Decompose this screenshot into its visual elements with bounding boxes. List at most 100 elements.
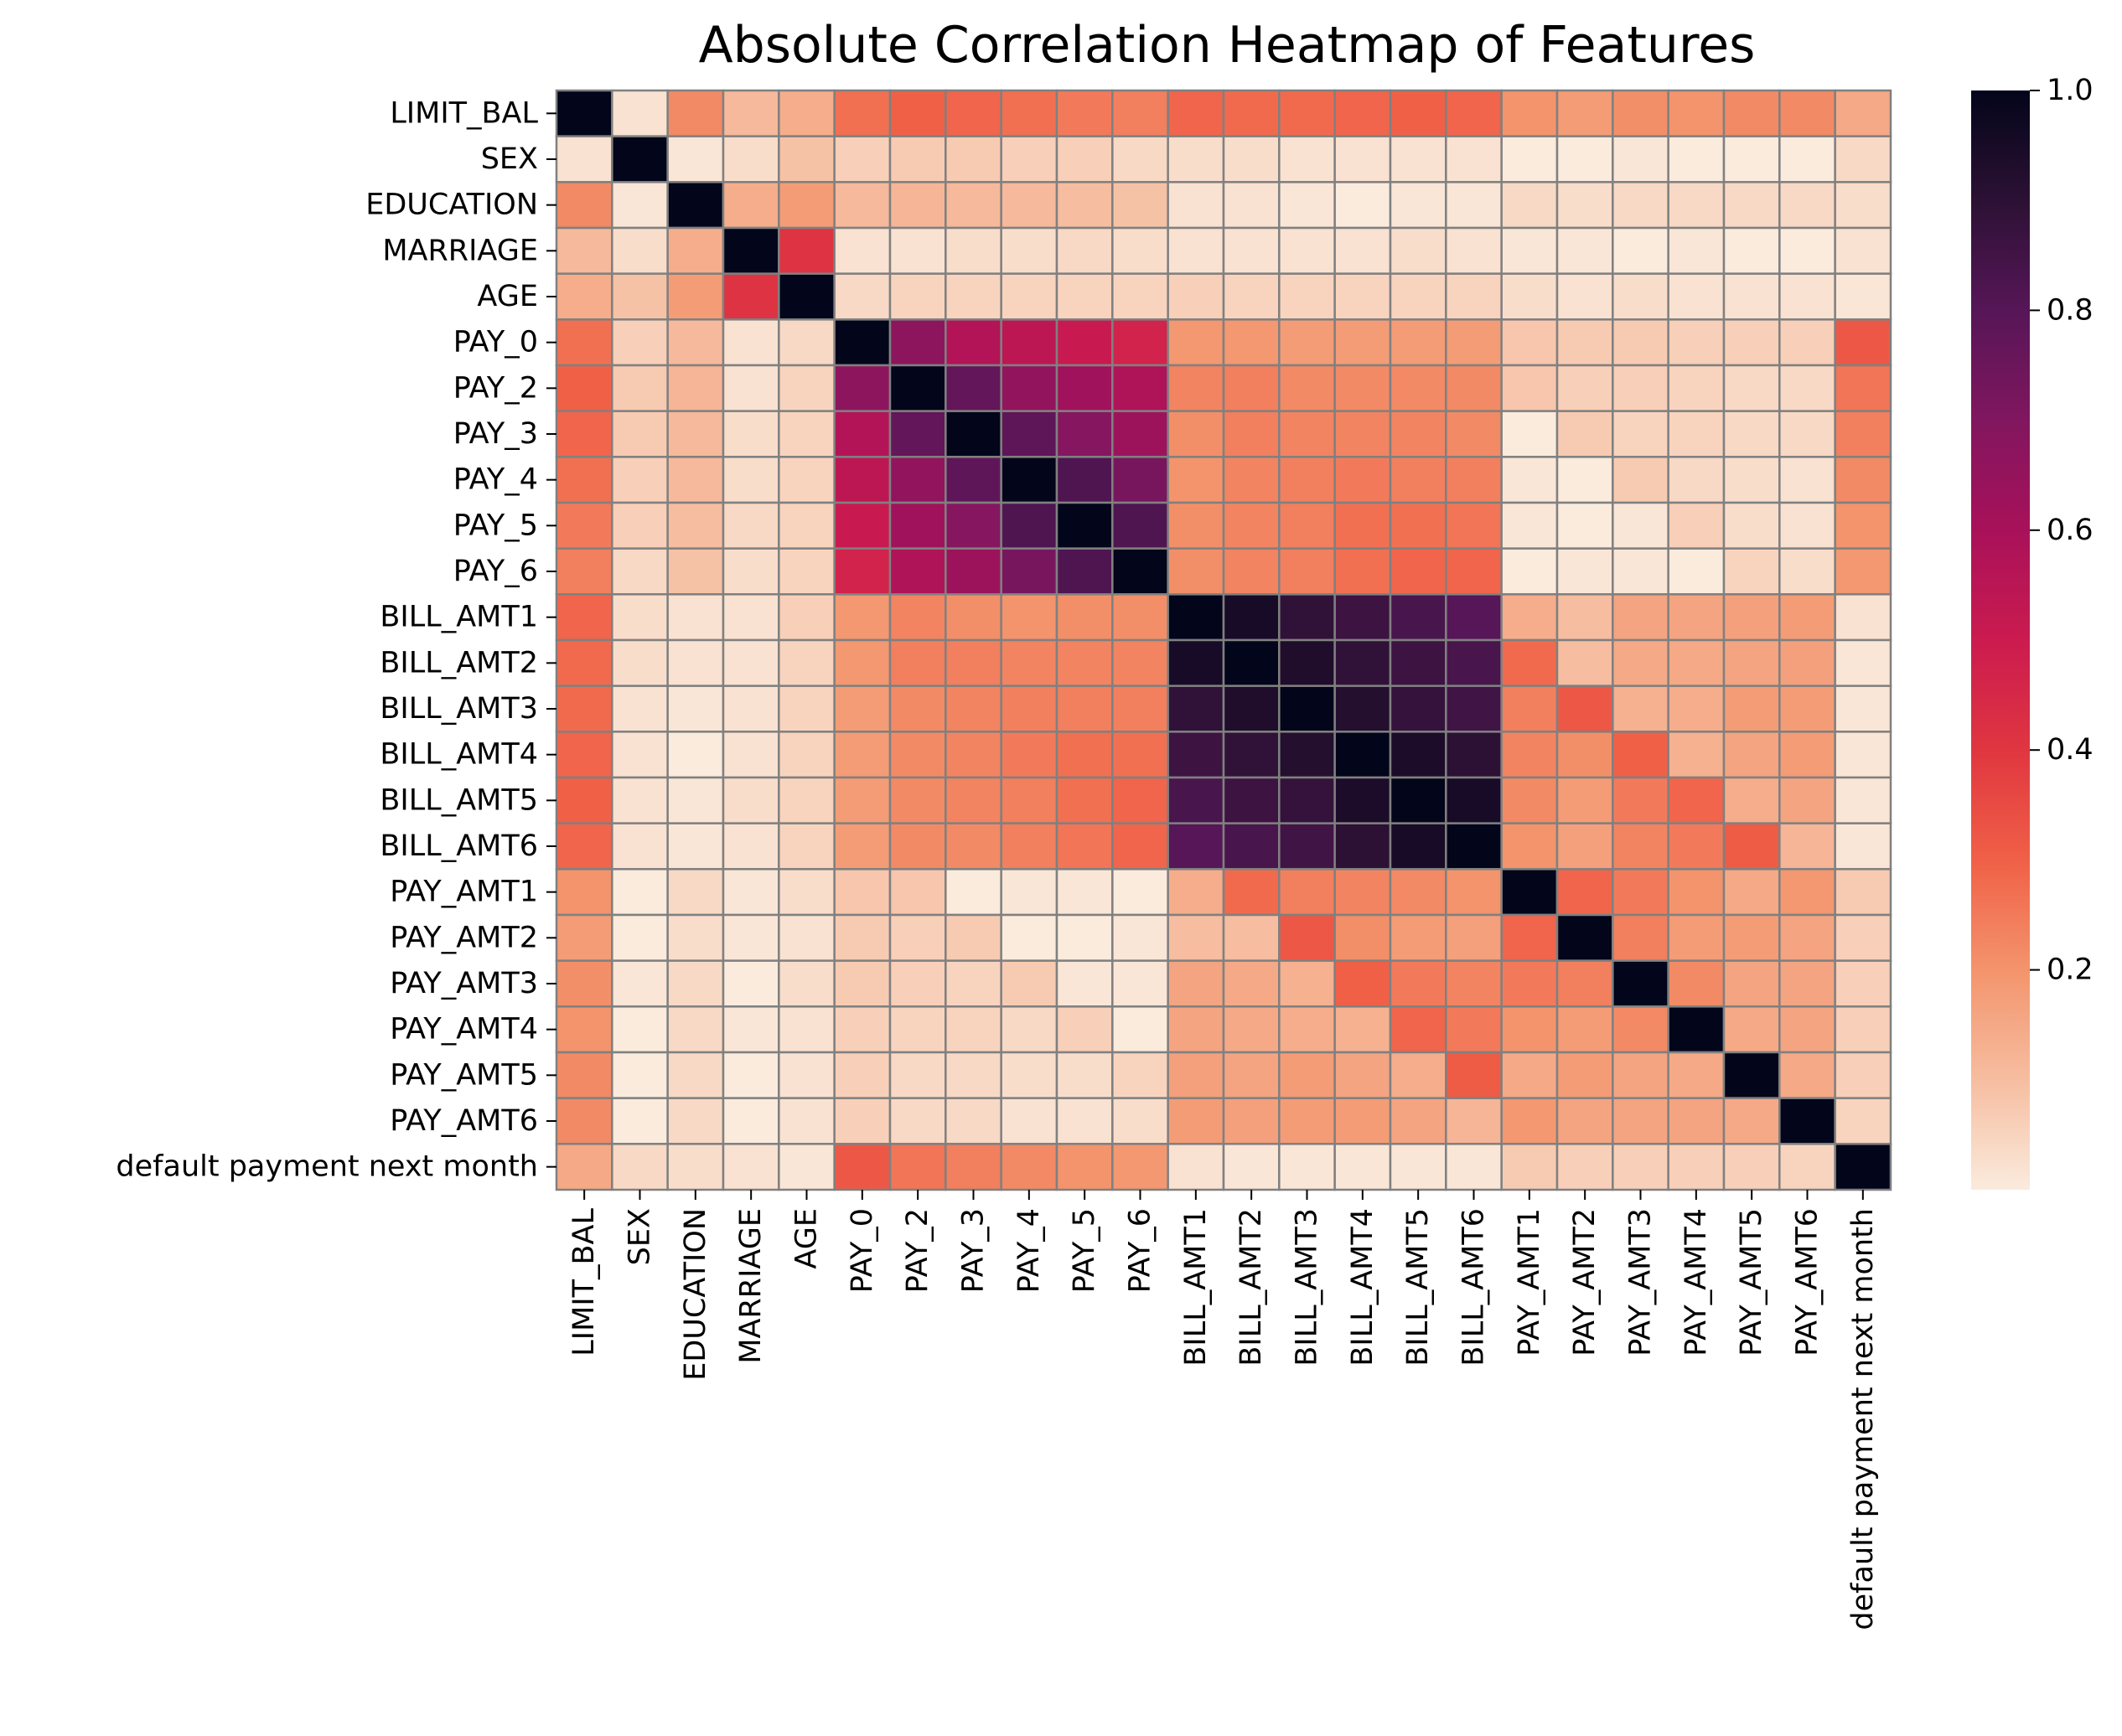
heatmap-cell-15-19 [1612, 776, 1669, 824]
heatmap-cell-9-18 [1555, 501, 1614, 550]
heatmap-cell-22-20 [1667, 1097, 1726, 1145]
heatmap-cell-20-6 [888, 1005, 947, 1054]
heatmap-cell-13-1 [611, 685, 669, 733]
heatmap-cell-21-1 [611, 1051, 669, 1099]
heatmap-cell-6-18 [1555, 364, 1614, 412]
heatmap-cell-5-7 [945, 318, 1002, 367]
heatmap-cell-8-21 [1722, 456, 1781, 504]
row-label: default payment next month [116, 1150, 538, 1184]
heatmap-cell-20-18 [1555, 1005, 1614, 1054]
heatmap-cell-16-11 [1167, 822, 1225, 871]
column-label: PAY_0 [846, 1208, 879, 1293]
heatmap-cell-6-9 [1055, 364, 1114, 412]
heatmap-cell-19-3 [722, 959, 780, 1008]
heatmap-cell-15-20 [1667, 776, 1726, 824]
heatmap-cell-12-14 [1333, 638, 1392, 687]
heatmap-cell-15-0 [555, 776, 613, 824]
heatmap-cell-7-10 [1111, 410, 1169, 458]
heatmap-cell-9-12 [1222, 501, 1281, 550]
heatmap-cell-18-4 [778, 913, 836, 962]
heatmap-cell-5-5 [833, 318, 892, 367]
heatmap-cell-1-9 [1055, 135, 1114, 183]
heatmap-cell-10-5 [833, 547, 892, 596]
heatmap-cell-23-2 [666, 1143, 725, 1191]
row-label: PAY_0 [453, 326, 538, 359]
heatmap-cell-3-16 [1445, 226, 1503, 275]
heatmap-cell-2-2 [666, 181, 725, 230]
heatmap-cell-0-15 [1389, 89, 1447, 137]
heatmap-cell-23-9 [1055, 1143, 1114, 1191]
heatmap-cell-9-6 [888, 501, 947, 550]
heatmap-cell-4-12 [1222, 272, 1281, 321]
heatmap-cell-12-15 [1389, 638, 1447, 687]
heatmap-cell-1-13 [1278, 135, 1336, 183]
heatmap-cell-20-15 [1389, 1005, 1447, 1054]
heatmap-cell-12-11 [1167, 638, 1225, 687]
heatmap-cell-20-14 [1333, 1005, 1392, 1054]
heatmap-cell-16-19 [1612, 822, 1669, 871]
heatmap-cell-7-12 [1222, 410, 1281, 458]
column-label: MARRIAGE [734, 1208, 768, 1364]
heatmap-cell-20-13 [1278, 1005, 1336, 1054]
heatmap-cell-0-19 [1612, 89, 1669, 137]
heatmap-cell-6-10 [1111, 364, 1169, 412]
heatmap-cell-11-11 [1167, 593, 1225, 642]
heatmap-cell-18-17 [1500, 913, 1559, 962]
heatmap-cell-15-22 [1778, 776, 1836, 824]
heatmap-cell-10-18 [1555, 547, 1614, 596]
column-label: default payment next month [1846, 1208, 1880, 1630]
heatmap-cell-4-13 [1278, 272, 1336, 321]
heatmap-cell-10-2 [666, 547, 725, 596]
heatmap-cell-22-4 [778, 1097, 836, 1145]
heatmap-cell-21-22 [1778, 1051, 1836, 1099]
heatmap-cell-9-2 [666, 501, 725, 550]
heatmap-cell-8-14 [1333, 456, 1392, 504]
heatmap-cell-2-6 [888, 181, 947, 230]
heatmap-cell-20-8 [1000, 1005, 1058, 1054]
heatmap-cell-6-3 [722, 364, 780, 412]
heatmap-cell-14-8 [1000, 731, 1058, 779]
heatmap-cell-1-23 [1834, 135, 1892, 183]
heatmap-cell-23-8 [1000, 1143, 1058, 1191]
heatmap-cell-14-18 [1555, 731, 1614, 779]
heatmap-cell-19-4 [778, 959, 836, 1008]
heatmap-cell-9-15 [1389, 501, 1447, 550]
heatmap-cell-14-22 [1778, 731, 1836, 779]
heatmap-cell-4-16 [1445, 272, 1503, 321]
heatmap-cell-22-13 [1278, 1097, 1336, 1145]
heatmap-cell-5-6 [888, 318, 947, 367]
heatmap-cell-16-23 [1834, 822, 1892, 871]
heatmap-cell-16-8 [1000, 822, 1058, 871]
heatmap-cell-20-7 [945, 1005, 1002, 1054]
row-label: BILL_AMT3 [380, 692, 538, 726]
heatmap-cell-7-15 [1389, 410, 1447, 458]
heatmap-cell-13-10 [1111, 685, 1169, 733]
heatmap-cell-15-23 [1834, 776, 1892, 824]
heatmap-cell-0-11 [1167, 89, 1225, 137]
heatmap-cell-9-16 [1445, 501, 1503, 550]
heatmap-cell-3-11 [1167, 226, 1225, 275]
heatmap-cell-13-21 [1722, 685, 1781, 733]
heatmap-cell-2-15 [1389, 181, 1447, 230]
heatmap-cell-8-11 [1167, 456, 1225, 504]
heatmap-cell-2-17 [1500, 181, 1559, 230]
heatmap-cell-7-0 [555, 410, 613, 458]
heatmap-cell-14-20 [1667, 731, 1726, 779]
heatmap-cell-0-12 [1222, 89, 1281, 137]
heatmap-cell-15-8 [1000, 776, 1058, 824]
heatmap-cell-0-21 [1722, 89, 1781, 137]
heatmap-cell-0-18 [1555, 89, 1614, 137]
heatmap-cell-7-6 [888, 410, 947, 458]
heatmap-cell-22-12 [1222, 1097, 1281, 1145]
heatmap-cell-13-19 [1612, 685, 1669, 733]
heatmap-cell-9-9 [1055, 501, 1114, 550]
heatmap-cell-4-5 [833, 272, 892, 321]
heatmap-cell-13-11 [1167, 685, 1225, 733]
heatmap-cell-16-22 [1778, 822, 1836, 871]
heatmap-cell-3-7 [945, 226, 1002, 275]
heatmap-cell-0-3 [722, 89, 780, 137]
heatmap-cell-3-9 [1055, 226, 1114, 275]
row-label: PAY_4 [453, 463, 538, 497]
heatmap-cell-13-0 [555, 685, 613, 733]
heatmap-cell-17-11 [1167, 868, 1225, 917]
